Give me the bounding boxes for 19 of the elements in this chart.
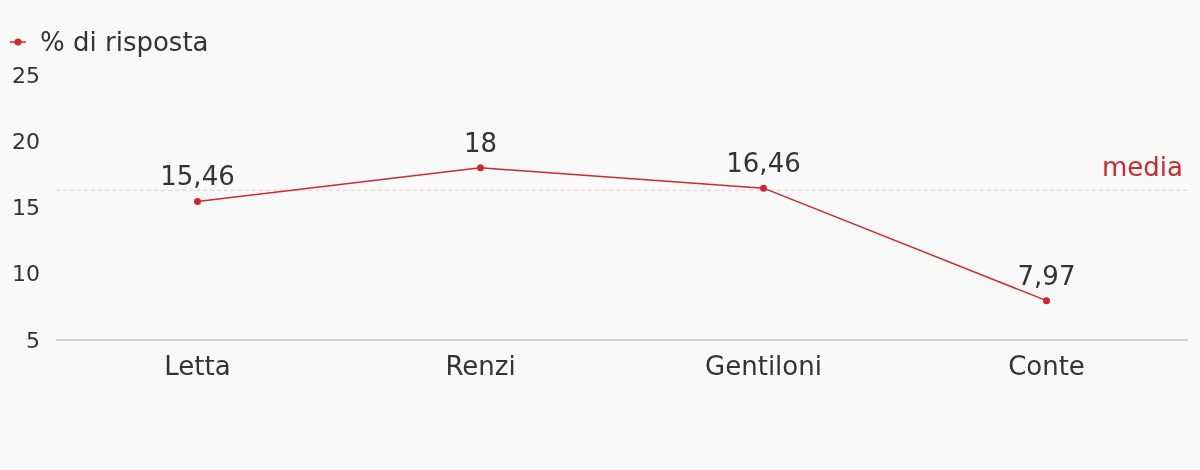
x-tick-label: Renzi (445, 351, 516, 381)
point (194, 197, 201, 205)
y-tick-label: 5 (26, 327, 40, 353)
y-tick-label: 25 (12, 62, 40, 88)
point (1043, 297, 1050, 305)
point (477, 164, 484, 172)
x-tick-label: Letta (164, 351, 231, 381)
legend-label: % di risposta (40, 27, 209, 58)
data-label: 18 (463, 127, 498, 158)
data-label: 16,46 (726, 148, 801, 179)
data-label: 7,97 (1017, 260, 1076, 291)
data-label: 15,46 (160, 161, 235, 192)
y-tick-label: 15 (12, 195, 40, 221)
point (760, 184, 767, 192)
y-tick-label: 10 (12, 261, 40, 287)
ref-line-label: media (1102, 152, 1183, 183)
x-tick-label: Conte (1008, 351, 1085, 381)
x-tick-label: Gentiloni (705, 351, 822, 381)
y-tick-label: 20 (12, 128, 40, 154)
